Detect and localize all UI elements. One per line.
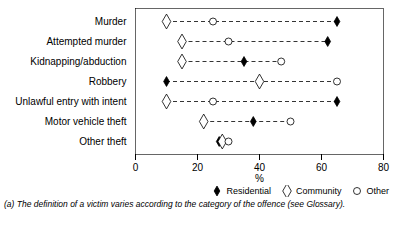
html-text:Other: Other	[366, 186, 389, 196]
html-text:Residential: Residential	[226, 186, 271, 196]
svg-text:Other theft: Other theft	[79, 136, 126, 147]
svg-text:80: 80	[378, 162, 390, 173]
svg-text:0: 0	[133, 162, 139, 173]
svg-text:Murder: Murder	[95, 16, 127, 27]
svg-text:20: 20	[192, 162, 204, 173]
svg-text:40: 40	[254, 162, 266, 173]
svg-text:Robbery: Robbery	[89, 76, 127, 87]
svg-text:60: 60	[316, 162, 328, 173]
svg-text:%: %	[255, 173, 264, 184]
html-text:(a) The definition of a victim: (a) The definition of a victim varies ac…	[4, 199, 346, 209]
svg-text:Kidnapping/abduction: Kidnapping/abduction	[30, 56, 126, 67]
svg-text:Unlawful entry with intent: Unlawful entry with intent	[15, 96, 126, 107]
svg-text:Attempted murder: Attempted murder	[46, 36, 127, 47]
html-text:Community: Community	[296, 186, 342, 196]
svg-text:Motor vehicle theft: Motor vehicle theft	[45, 116, 127, 127]
